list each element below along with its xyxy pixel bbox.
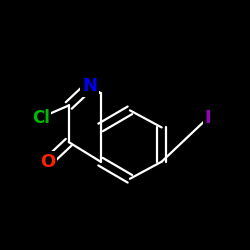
Text: N: N	[82, 77, 97, 95]
Text: Cl: Cl	[32, 109, 50, 127]
Text: I: I	[205, 109, 212, 127]
Text: O: O	[40, 153, 56, 171]
